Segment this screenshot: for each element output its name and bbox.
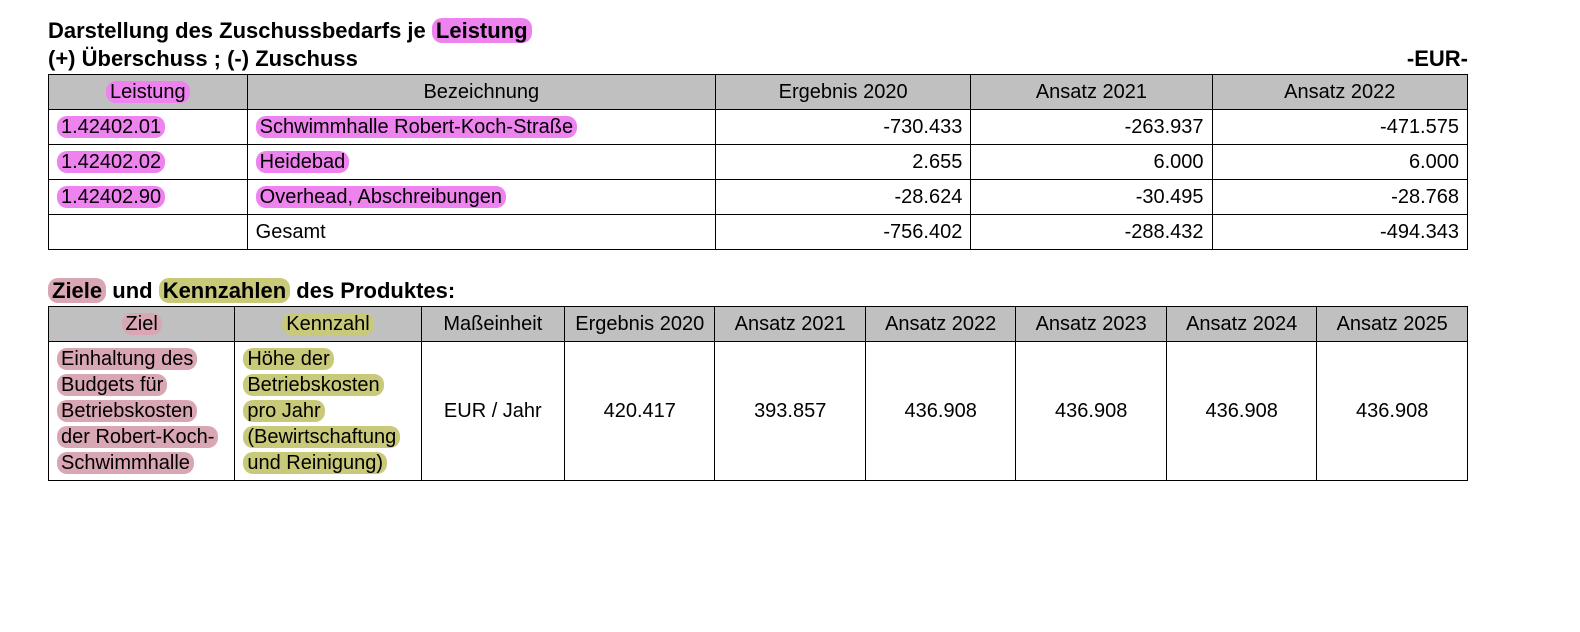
ziel-l4: Schwimmhalle	[57, 452, 194, 474]
zuschuss-table: Leistung Bezeichnung Ergebnis 2020 Ansat…	[48, 74, 1468, 250]
table2-header-row: Ziel Kennzahl Maßeinheit Ergebnis 2020 A…	[49, 307, 1468, 342]
row2-v2: -28.768	[1212, 180, 1467, 215]
row1-v1: 6.000	[971, 145, 1212, 180]
kenn-l1: Betriebskosten	[243, 374, 383, 396]
val-2021: 393.857	[715, 342, 865, 481]
section2-title: Ziele und Kennzahlen des Produktes:	[48, 278, 1468, 304]
col-ans2025: Ansatz 2025	[1317, 307, 1468, 342]
row2-name: Overhead, Abschreibungen	[256, 186, 506, 208]
ziel-l2: Betriebskosten	[57, 400, 197, 422]
unit-cell: EUR / Jahr	[421, 342, 564, 481]
col-ergebnis-2020: Ergebnis 2020	[715, 75, 970, 110]
kenn-l4: und Reinigung)	[243, 452, 387, 474]
table-row: 1.42402.02 Heidebad 2.655 6.000 6.000	[49, 145, 1468, 180]
ziel-l1: Budgets für	[57, 374, 167, 396]
table1-header-row: Leistung Bezeichnung Ergebnis 2020 Ansat…	[49, 75, 1468, 110]
col-ziel: Ziel	[49, 307, 235, 342]
section1-title-plain: Darstellung des Zuschussbedarfs je	[48, 18, 432, 43]
section2-p1: und	[106, 278, 159, 303]
row2-v1: -30.495	[971, 180, 1212, 215]
val-2023: 436.908	[1016, 342, 1166, 481]
col-kennzahl-hl: Kennzahl	[282, 313, 373, 335]
col-leistung: Leistung	[49, 75, 248, 110]
ziel-l0: Einhaltung des	[57, 348, 197, 370]
table1-total-row: Gesamt -756.402 -288.432 -494.343	[49, 215, 1468, 250]
col-ans2022: Ansatz 2022	[865, 307, 1015, 342]
row1-v2: 6.000	[1212, 145, 1467, 180]
col-ans2023: Ansatz 2023	[1016, 307, 1166, 342]
row0-v1: -263.937	[971, 110, 1212, 145]
row1-code: 1.42402.02	[57, 151, 165, 173]
col-ans2021: Ansatz 2021	[715, 307, 865, 342]
col-ansatz-2022: Ansatz 2022	[1212, 75, 1467, 110]
row1-v0: 2.655	[715, 145, 970, 180]
kenn-l2: pro Jahr	[243, 400, 324, 422]
section1-subtitle-left: (+) Überschuss ; (-) Zuschuss	[48, 46, 358, 72]
total-label: Gesamt	[247, 215, 715, 250]
row2-v0: -28.624	[715, 180, 970, 215]
table-row: 1.42402.90 Overhead, Abschreibungen -28.…	[49, 180, 1468, 215]
val-2024: 436.908	[1166, 342, 1316, 481]
total-v1: -288.432	[971, 215, 1212, 250]
ziel-cell: Einhaltung des Budgets für Betriebskoste…	[49, 342, 235, 481]
table2-data-row: Einhaltung des Budgets für Betriebskoste…	[49, 342, 1468, 481]
kenn-l0: Höhe der	[243, 348, 333, 370]
currency-label: -EUR-	[1407, 46, 1468, 72]
section2-hl1: Ziele	[48, 278, 106, 303]
ziel-l3: der Robert-Koch-	[57, 426, 218, 448]
col-masseinheit: Maßeinheit	[421, 307, 564, 342]
col-leistung-hl: Leistung	[106, 81, 190, 103]
col-kennzahl: Kennzahl	[235, 307, 421, 342]
row0-name: Schwimmhalle Robert-Koch-Straße	[256, 116, 577, 138]
kennzahl-cell: Höhe der Betriebskosten pro Jahr (Bewirt…	[235, 342, 421, 481]
section2-p2: des Produktes:	[290, 278, 455, 303]
col-bezeichnung: Bezeichnung	[247, 75, 715, 110]
row1-name: Heidebad	[256, 151, 350, 173]
row0-v2: -471.575	[1212, 110, 1467, 145]
section1-title-highlight: Leistung	[432, 18, 532, 43]
section2-hl2: Kennzahlen	[159, 278, 290, 303]
col-ansatz-2021: Ansatz 2021	[971, 75, 1212, 110]
kennzahlen-table: Ziel Kennzahl Maßeinheit Ergebnis 2020 A…	[48, 306, 1468, 481]
total-v2: -494.343	[1212, 215, 1467, 250]
total-v0: -756.402	[715, 215, 970, 250]
section1-title: Darstellung des Zuschussbedarfs je Leist…	[48, 18, 1468, 44]
val-2025: 436.908	[1317, 342, 1468, 481]
row2-code: 1.42402.90	[57, 186, 165, 208]
kenn-l3: (Bewirtschaftung	[243, 426, 400, 448]
col-erg2020: Ergebnis 2020	[564, 307, 714, 342]
section1-subtitle-row: (+) Überschuss ; (-) Zuschuss -EUR-	[48, 46, 1468, 72]
table-row: 1.42402.01 Schwimmhalle Robert-Koch-Stra…	[49, 110, 1468, 145]
row0-code: 1.42402.01	[57, 116, 165, 138]
row0-v0: -730.433	[715, 110, 970, 145]
val-2022: 436.908	[865, 342, 1015, 481]
col-ans2024: Ansatz 2024	[1166, 307, 1316, 342]
val-2020: 420.417	[564, 342, 714, 481]
col-ziel-hl: Ziel	[122, 313, 162, 335]
